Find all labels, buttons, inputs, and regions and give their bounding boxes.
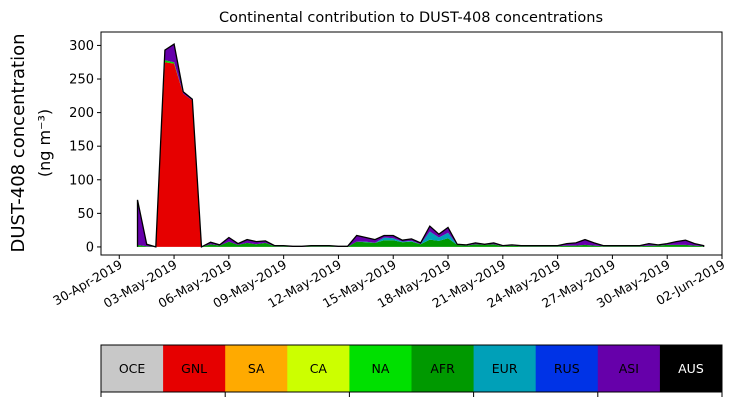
chart-title: Continental contribution to DUST-408 con…: [219, 10, 603, 26]
total-outline: [136, 43, 705, 248]
y-tick-label: 150: [69, 140, 94, 155]
y-axis-label-line2: (ng m⁻³): [35, 109, 54, 177]
colorbar-cell-eur: [473, 345, 537, 392]
colorbar-cell-asi: [597, 345, 661, 392]
x-axis-ticks: 30-Apr-201903-May-201906-May-201909-May-…: [50, 255, 728, 311]
colorbar-label: RUS: [554, 361, 580, 376]
colorbar-cell-oce: [101, 345, 164, 392]
area-afr: [137, 60, 704, 247]
colorbar-cell-gnl: [163, 345, 226, 392]
area-rus: [137, 60, 704, 247]
y-tick-label: 100: [69, 173, 94, 188]
colorbar-label: AFR: [430, 361, 455, 376]
colorbar-label: ASI: [619, 361, 639, 376]
colorbar-cell-ca: [287, 345, 350, 392]
colorbar-cell-sa: [225, 345, 288, 392]
colorbar-label: NA: [371, 361, 389, 376]
area-na: [137, 60, 704, 247]
area-asi: [137, 44, 704, 247]
area-gnl: [137, 62, 704, 247]
colorbar-label: AUS: [678, 361, 704, 376]
colorbar-label: EUR: [492, 361, 518, 376]
area-eur: [137, 60, 704, 247]
y-tick-label: 250: [69, 73, 94, 88]
colorbar-cell-afr: [411, 345, 475, 392]
y-axis-ticks: 0 50 100 150 200 250 300: [69, 39, 101, 255]
colorbar-label: CA: [310, 361, 328, 376]
colorbar-cell-rus: [535, 345, 599, 392]
y-tick-label: 300: [69, 39, 94, 54]
colorbar-frame: [100, 344, 723, 393]
y-tick-label: 200: [69, 106, 94, 121]
stacked-areas: [137, 44, 704, 247]
area-sa: [137, 62, 704, 247]
colorbar-label: OCE: [119, 361, 146, 376]
y-tick-label: 0: [86, 240, 94, 255]
colorbar-label: GNL: [181, 361, 207, 376]
area-aus: [137, 44, 704, 247]
y-axis-label-line1: DUST-408 concentration: [8, 33, 29, 252]
y-tick-label: 50: [77, 207, 94, 222]
colorbar-label: SA: [248, 361, 265, 376]
colorbar-cell-na: [349, 345, 412, 392]
region-colorbar: OCE GNL SA CA NA AFR EUR RUS ASI AUS: [100, 344, 723, 397]
area-ca: [137, 62, 704, 247]
colorbar-cell-aus: [659, 345, 723, 392]
plot-frame: [100, 31, 723, 256]
total-line: [136, 43, 705, 248]
